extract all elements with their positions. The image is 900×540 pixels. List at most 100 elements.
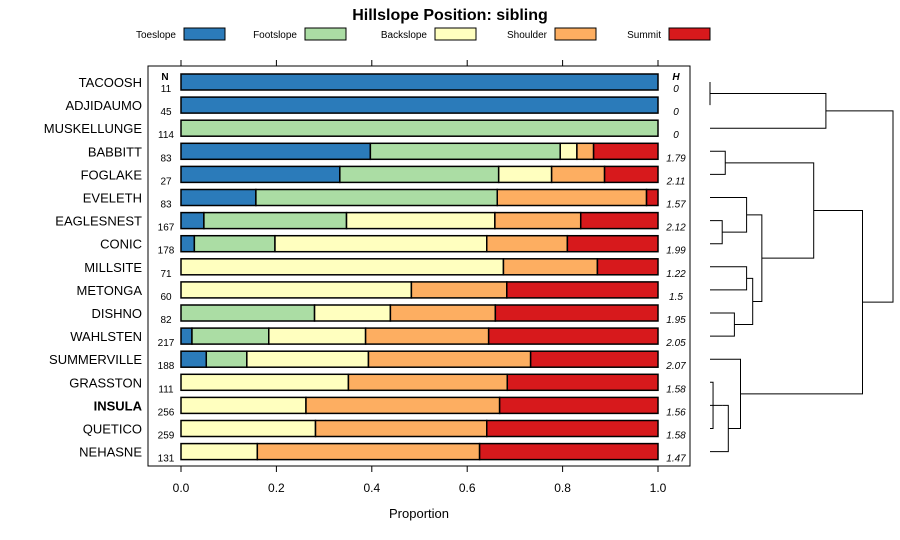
row-adjidaumo: ADJIDAUMO 45 0 <box>65 96 679 118</box>
row-quetico: QUETICO 259 1.58 <box>83 419 686 442</box>
category-label: INSULA <box>94 398 143 413</box>
row-grasston: GRASSTON 111 1.58 <box>69 373 686 395</box>
h-value: 1.5 <box>669 292 683 303</box>
dendrogram-link <box>710 312 735 337</box>
x-tick-label: 0.8 <box>554 481 571 495</box>
bar-segment-shoulder <box>486 234 569 253</box>
h-value: 1.79 <box>666 153 686 164</box>
row-summerville: SUMMERVILLE 188 2.07 <box>49 350 686 372</box>
bar-segment-footslope <box>339 165 500 184</box>
h-value: 0 <box>673 107 679 118</box>
bar-segment-toeslope <box>180 142 372 161</box>
bar-segment-shoulder <box>494 211 582 230</box>
bar-segment-footslope <box>205 350 248 368</box>
legend-label: Toeslope <box>136 30 176 41</box>
bar-segment-summit <box>478 442 659 461</box>
legend: Toeslope Footslope Backslope Shoulder Summit <box>136 27 711 41</box>
bar-segment-backslope <box>180 396 307 415</box>
h-value: 2.05 <box>665 338 686 349</box>
category-label: MILLSITE <box>84 260 142 275</box>
bar-segment-backslope <box>180 281 413 299</box>
bar-segment-toeslope <box>180 234 196 253</box>
bar-segment-summit <box>592 142 659 161</box>
n-value: 27 <box>160 176 172 187</box>
bar-segment-backslope <box>268 327 367 345</box>
h-value: 2.07 <box>665 361 686 372</box>
category-label: WAHLSTEN <box>70 329 142 344</box>
n-value: 60 <box>160 292 172 303</box>
bar-segment-shoulder <box>256 442 481 461</box>
n-value: 256 <box>158 407 175 418</box>
bar-segment-backslope <box>180 442 259 461</box>
bar-segment-footslope <box>193 234 276 253</box>
n-value: 131 <box>158 454 175 465</box>
dendrogram-link <box>734 277 754 326</box>
legend-item-summit: Summit <box>627 27 711 41</box>
n-value: 71 <box>160 269 172 280</box>
h-value: 0 <box>673 84 679 95</box>
bar-segment-summit <box>529 350 659 368</box>
dendrogram-link <box>825 110 894 303</box>
n-value: 188 <box>158 361 175 372</box>
legend-item-toeslope: Toeslope <box>136 27 226 41</box>
row-eaglesnest: EAGLESNEST 167 2.12 <box>55 211 686 234</box>
n-value: 111 <box>158 384 174 395</box>
n-value: 178 <box>158 246 175 257</box>
row-muskellunge: MUSKELLUNGE 114 0 <box>44 119 679 141</box>
category-label: ADJIDAUMO <box>65 98 142 113</box>
bar-segment-summit <box>596 258 659 276</box>
chart-title: Hillslope Position: sibling <box>352 7 548 24</box>
category-label: MUSKELLUNGE <box>44 121 143 136</box>
bar-segment-toeslope <box>180 350 208 368</box>
row-dishno: DISHNO 82 1.95 <box>91 304 686 326</box>
plot-panel <box>147 65 691 467</box>
n-value: 83 <box>160 153 172 164</box>
bar-segment-footslope <box>255 188 499 207</box>
bar-segment-shoulder <box>367 350 532 368</box>
n-value: 114 <box>158 130 174 141</box>
bar-segment-shoulder <box>496 188 648 207</box>
category-label: DISHNO <box>91 306 142 321</box>
h-value: 1.95 <box>666 315 686 326</box>
bar-segment-summit <box>506 373 659 392</box>
bar-segment-footslope <box>180 304 316 322</box>
category-label: SUMMERVILLE <box>49 352 142 367</box>
dendrogram-link <box>710 220 723 245</box>
row-millsite: MILLSITE 71 1.22 <box>84 258 686 280</box>
bar-segment-shoulder <box>502 258 599 276</box>
bar-segment-toeslope <box>180 327 193 345</box>
category-label: GRASSTON <box>69 375 142 390</box>
row-babbitt: BABBITT 83 1.79 <box>88 142 686 164</box>
row-wahlsten: WAHLSTEN 217 2.05 <box>70 327 686 349</box>
bar-segment-footslope <box>191 327 270 345</box>
h-value: 2.11 <box>666 176 686 187</box>
row-tacoosh: TACOOSH 11 0 <box>79 73 679 95</box>
h-value: 0 <box>673 130 679 141</box>
bar-segment-backslope <box>274 234 488 253</box>
n-value: 11 <box>161 84 172 95</box>
category-label: METONGA <box>77 283 143 298</box>
bar-segment-shoulder <box>314 419 488 438</box>
dendrogram-link <box>710 197 748 233</box>
bar-segment-summit <box>645 188 659 207</box>
bar-segment-backslope <box>497 165 553 184</box>
h-value: 1.58 <box>666 431 686 442</box>
bar-segment-footslope <box>203 211 348 230</box>
legend-label: Footslope <box>253 30 297 41</box>
category-label: QUETICO <box>83 422 142 437</box>
x-tick-label: 0.4 <box>363 481 380 495</box>
bar-segment-shoulder <box>576 142 595 161</box>
category-label: CONIC <box>100 237 142 252</box>
n-header: N <box>161 72 168 83</box>
bar-segment-summit <box>566 234 659 253</box>
n-value: 83 <box>160 200 172 211</box>
category-label: BABBITT <box>88 144 142 159</box>
h-value: 1.57 <box>666 200 686 211</box>
bar-segment-shoulder <box>364 327 490 345</box>
bar-segment-summit <box>603 165 659 184</box>
bar-segment-shoulder <box>305 396 501 415</box>
bar-segment-toeslope <box>180 165 341 184</box>
bar-segment-backslope <box>180 419 317 438</box>
